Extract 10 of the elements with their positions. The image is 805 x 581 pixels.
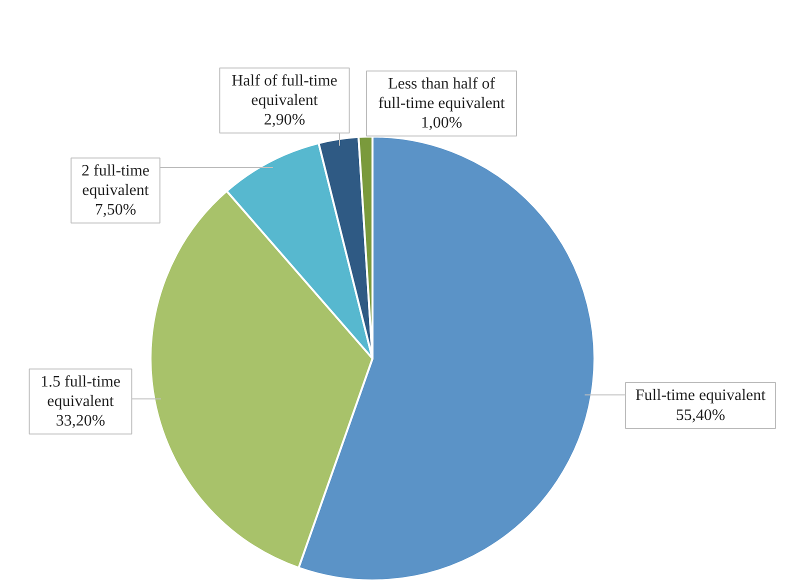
slice-label: Full-time equivalent xyxy=(635,387,766,404)
data-label: 2,90% xyxy=(264,112,306,129)
slice-label: Half of full-time equivalent xyxy=(232,72,338,109)
slice-label: 1.5 full-time equivalent xyxy=(40,373,120,410)
data-label: 33,20% xyxy=(56,412,106,430)
data-label: 7,50% xyxy=(94,202,136,219)
data-label: 1,00% xyxy=(420,114,462,132)
slice-label: Less than half of full-time equivalent xyxy=(378,75,506,112)
data-label: 55,40% xyxy=(676,406,726,424)
slice-label: 2 full-time equivalent xyxy=(82,162,150,199)
